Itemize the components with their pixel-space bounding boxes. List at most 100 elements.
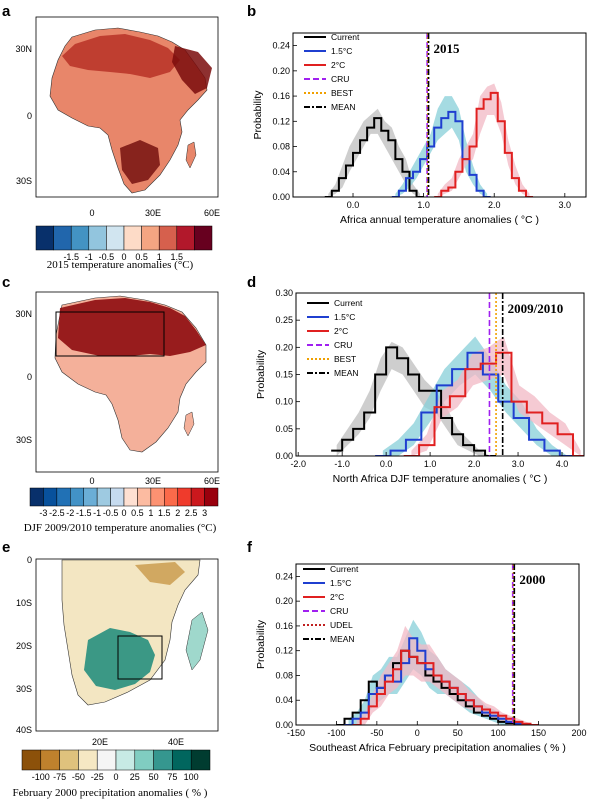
colorbar-swatch xyxy=(70,487,84,507)
colorbar-tick-label: 0 xyxy=(113,772,118,782)
y-tick-label: 0.16 xyxy=(272,91,290,101)
legend-label: CRU xyxy=(334,340,352,350)
lon-tick: 40E xyxy=(168,737,184,747)
lat-tick: 30N xyxy=(15,309,32,319)
y-tick-label: 0.12 xyxy=(275,646,293,656)
x-tick-label: 2.0 xyxy=(488,200,501,210)
chart-panel-f: f 0.00 0.04 0.08 0.12 0.16 0.20 0.24 -150 -100 -50… xyxy=(247,539,587,754)
panel-letter-c: c xyxy=(2,274,10,291)
colorbar-swatch xyxy=(177,487,192,507)
x-tick-label: 150 xyxy=(531,728,546,738)
colorbar-tick-label: -3 xyxy=(39,508,47,518)
y-tick-label: 0.20 xyxy=(275,596,293,606)
colorbar-swatch xyxy=(78,749,98,771)
lat-tick: 20S xyxy=(16,641,32,651)
colorbar-swatch xyxy=(96,749,117,771)
panel-a-map: a 30N 0 30S 0 30E 60E -1.5 -1 -0.5 0 0.5 1 1.5… xyxy=(2,3,220,271)
colorbar-tick-label: 75 xyxy=(167,772,177,782)
chart-panel-b: b 0.00 0.04 0.08 0.12 0.16 0.20 0.24 0.0 1.0 2.0 3.… xyxy=(247,3,587,226)
x-axis-label: North Africa DJF temperature anomalies (… xyxy=(333,473,548,485)
legend-label: 1.5°C xyxy=(334,312,355,322)
legend-label: BEST xyxy=(331,88,353,98)
colorbar-tick-label: 2.5 xyxy=(185,508,198,518)
x-tick-label: -1.0 xyxy=(334,459,350,469)
colorbar-tick-label: -0.5 xyxy=(99,252,115,262)
legend-label: CRU xyxy=(330,606,348,616)
lon-tick: 0 xyxy=(89,208,94,218)
region-box xyxy=(117,635,163,680)
lon-tick: 0 xyxy=(89,476,94,486)
lon-tick: 30E xyxy=(145,476,161,486)
panel-letter-d: d xyxy=(247,274,256,291)
x-tick-label: -150 xyxy=(287,728,305,738)
uncertainty-band xyxy=(437,83,530,197)
colorbar-caption: DJF 2009/2010 temperature anomalies (°C) xyxy=(24,522,217,534)
panel-letter-b: b xyxy=(247,3,256,20)
y-tick-label: 0.04 xyxy=(275,695,293,705)
x-tick-label: 0 xyxy=(415,728,420,738)
africa-dark-north xyxy=(62,34,180,78)
dry-anomaly-region xyxy=(135,562,185,585)
colorbar-swatch xyxy=(115,749,136,771)
chart-panel-d: d 0.00 0.05 0.10 0.15 0.20 0.25 0.30 -2.0 -1.0 0.0… xyxy=(247,274,585,485)
colorbar-swatch xyxy=(70,225,90,251)
y-tick-label: 0.30 xyxy=(275,288,293,298)
colorbar-tick-label: 1.5 xyxy=(171,252,184,262)
africa-dark-south xyxy=(120,140,160,184)
legend-label: 2°C xyxy=(334,326,348,336)
x-tick-label: 0.0 xyxy=(380,459,393,469)
colorbar-swatch xyxy=(35,225,54,251)
colorbar-tick-label: 100 xyxy=(184,772,199,782)
colorbar-tick-label: 50 xyxy=(149,772,159,782)
colorbar-swatch xyxy=(164,487,178,507)
y-tick-label: 0.24 xyxy=(272,41,290,51)
y-tick-label: 0.24 xyxy=(275,571,293,581)
colorbar-tick-label: -1.5 xyxy=(76,508,92,518)
x-tick-label: -50 xyxy=(370,728,383,738)
madagascar xyxy=(183,411,195,437)
lat-tick: 30S xyxy=(16,176,32,186)
y-tick-label: 0.25 xyxy=(275,315,293,325)
series-line-current xyxy=(324,117,424,197)
wet-anomaly-region xyxy=(84,628,155,690)
madagascar xyxy=(185,141,197,169)
colorbar: -1.5 -1 -0.5 0 0.5 1 1.5 xyxy=(35,225,213,262)
y-tick-label: 0.10 xyxy=(275,397,293,407)
series-line-2c xyxy=(434,91,534,197)
axes-frame xyxy=(292,32,587,198)
legend-label: Current xyxy=(331,32,360,42)
legend-label: Current xyxy=(334,298,363,308)
legend-label: 1.5°C xyxy=(331,46,352,56)
colorbar-swatch xyxy=(137,487,152,507)
colorbar-swatch xyxy=(83,487,98,507)
series-line-15c xyxy=(375,351,576,456)
legend-label: 2°C xyxy=(330,592,344,602)
colorbar-swatch xyxy=(106,225,125,251)
lat-tick: 0 xyxy=(27,555,32,565)
colorbar-tick-label: -50 xyxy=(72,772,85,782)
x-tick-label: -2.0 xyxy=(290,459,306,469)
colorbar-swatch xyxy=(56,487,71,507)
x-tick-label: 3.0 xyxy=(512,459,525,469)
axes-frame xyxy=(295,563,580,726)
plot-area xyxy=(324,33,534,197)
x-tick-label: 50 xyxy=(453,728,463,738)
colorbar-swatch xyxy=(190,487,205,507)
colorbar-tick-label: 0.5 xyxy=(135,252,148,262)
panel-letter-e: e xyxy=(2,539,10,556)
panel-e-map: e 0 10S 20S 30S 40S 20E 40E -100 -75 -50 -2… xyxy=(2,539,219,799)
legend-label: Current xyxy=(330,564,359,574)
colorbar-tick-label: -2 xyxy=(66,508,74,518)
x-tick-label: 4.0 xyxy=(556,459,569,469)
uncertainty-band xyxy=(356,625,535,725)
colorbar-swatch xyxy=(194,225,213,251)
x-axis-label: Africa annual temperature anomalies ( °C… xyxy=(340,214,539,226)
lat-tick: 40S xyxy=(16,725,32,735)
colorbar-tick-label: 2 xyxy=(175,508,180,518)
y-axis-label: Probability xyxy=(255,619,267,669)
legend-label: BEST xyxy=(334,354,356,364)
colorbar-tick-label: 1.5 xyxy=(158,508,171,518)
madagascar xyxy=(185,611,209,671)
legend-label: MEAN xyxy=(330,634,355,644)
colorbar-tick-label: -100 xyxy=(32,772,50,782)
